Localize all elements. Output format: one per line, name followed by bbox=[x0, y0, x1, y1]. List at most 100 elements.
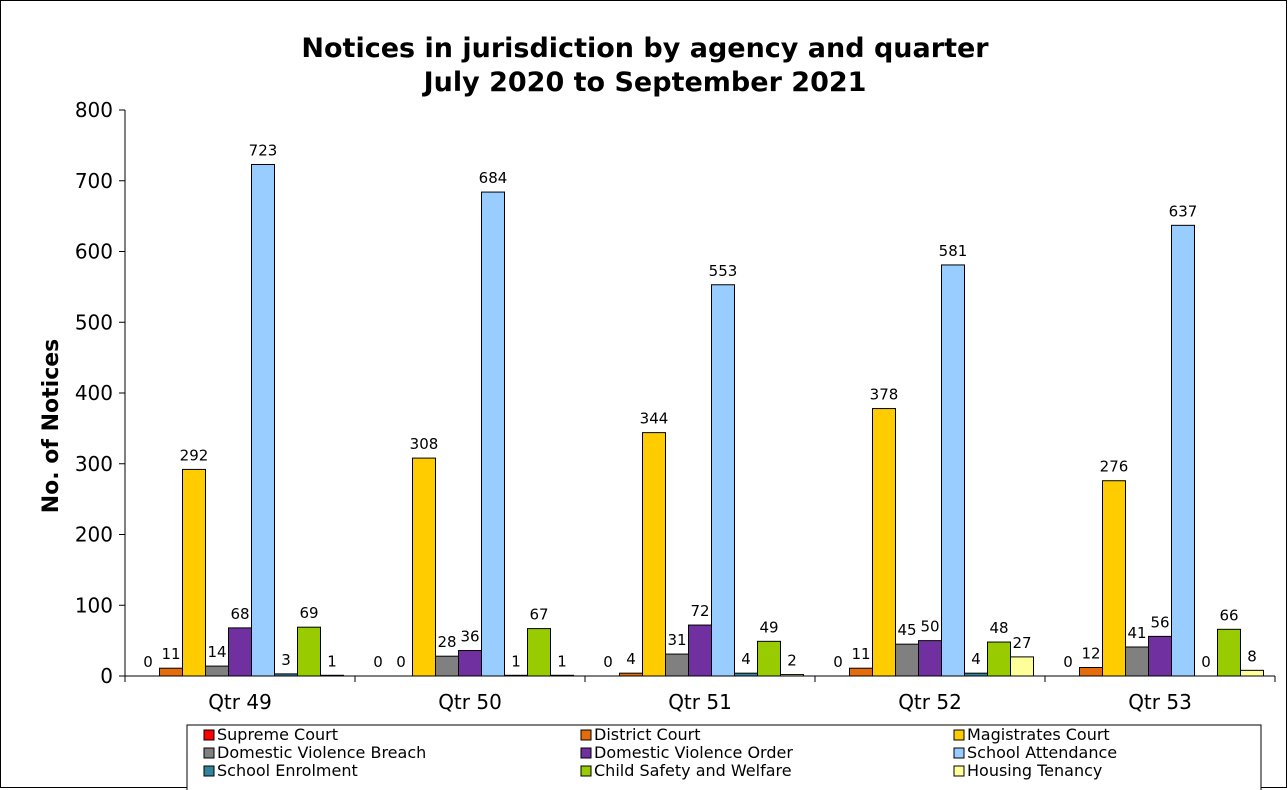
bar bbox=[941, 264, 965, 677]
legend-swatch bbox=[580, 729, 592, 741]
legend-label: Domestic Violence Breach bbox=[217, 743, 426, 762]
data-label: 14 bbox=[207, 643, 226, 661]
data-label: 0 bbox=[1201, 653, 1211, 671]
y-tick-label: 600 bbox=[75, 240, 113, 264]
legend: Supreme Court District Court Magistrates C… bbox=[186, 724, 1262, 790]
x-tick-label: Qtr 51 bbox=[668, 690, 732, 714]
data-label: 27 bbox=[1012, 634, 1031, 652]
data-label: 12 bbox=[1081, 645, 1100, 663]
chart-subtitle: July 2020 to September 2021 bbox=[422, 67, 867, 98]
data-label: 56 bbox=[1150, 613, 1169, 631]
bar bbox=[711, 284, 735, 677]
data-label: 1 bbox=[511, 652, 521, 670]
bar bbox=[550, 674, 574, 677]
legend-swatch bbox=[203, 765, 215, 777]
bar bbox=[320, 674, 344, 677]
bar bbox=[688, 624, 712, 677]
bar bbox=[872, 408, 896, 677]
bar bbox=[297, 626, 321, 677]
data-label: 4 bbox=[971, 650, 981, 668]
legend-swatch bbox=[203, 729, 215, 741]
bar bbox=[734, 672, 758, 677]
bar bbox=[1171, 224, 1195, 677]
bar bbox=[1217, 628, 1241, 677]
data-label: 50 bbox=[920, 618, 939, 636]
bar bbox=[1148, 635, 1172, 677]
data-label: 72 bbox=[690, 602, 709, 620]
data-label: 0 bbox=[833, 653, 843, 671]
data-label: 69 bbox=[299, 604, 318, 622]
data-label: 45 bbox=[897, 621, 916, 639]
bar bbox=[458, 650, 482, 677]
legend-swatch bbox=[953, 747, 965, 759]
data-label: 308 bbox=[410, 435, 439, 453]
data-label: 66 bbox=[1219, 606, 1238, 624]
data-label: 4 bbox=[741, 650, 751, 668]
data-label: 581 bbox=[939, 242, 968, 260]
legend-box bbox=[186, 724, 1262, 790]
x-tick-label: Qtr 53 bbox=[1128, 690, 1192, 714]
bar bbox=[918, 640, 942, 677]
data-label: 0 bbox=[373, 653, 383, 671]
bar bbox=[182, 468, 206, 677]
bar bbox=[849, 667, 873, 677]
data-label: 637 bbox=[1169, 202, 1198, 220]
data-label: 2 bbox=[787, 652, 797, 670]
data-label: 553 bbox=[709, 262, 738, 280]
data-label: 68 bbox=[230, 605, 249, 623]
bar bbox=[527, 628, 551, 677]
bar bbox=[757, 640, 781, 677]
data-label: 344 bbox=[640, 410, 669, 428]
legend-swatch bbox=[203, 747, 215, 759]
x-tick-label: Qtr 52 bbox=[898, 690, 962, 714]
y-axis-label: No. of Notices bbox=[39, 339, 64, 514]
data-label: 49 bbox=[759, 618, 778, 636]
data-label: 28 bbox=[437, 633, 456, 651]
data-label: 11 bbox=[851, 645, 870, 663]
data-label: 41 bbox=[1127, 624, 1146, 642]
bar bbox=[780, 674, 804, 677]
data-label: 1 bbox=[557, 652, 567, 670]
bar bbox=[987, 641, 1011, 677]
legend-label: Child Safety and Welfare bbox=[594, 761, 792, 780]
data-label: 4 bbox=[626, 650, 636, 668]
bar bbox=[964, 672, 988, 677]
bar bbox=[1102, 480, 1126, 677]
bar bbox=[274, 673, 298, 677]
legend-label: District Court bbox=[594, 725, 701, 744]
data-label: 292 bbox=[180, 446, 209, 464]
bar bbox=[642, 432, 666, 677]
bar bbox=[251, 163, 275, 677]
chart-title: Notices in jurisdiction by agency and qu… bbox=[301, 33, 989, 64]
bars bbox=[159, 163, 1264, 677]
legend-label: Supreme Court bbox=[217, 725, 338, 744]
data-label: 8 bbox=[1247, 647, 1257, 665]
bar bbox=[1010, 656, 1034, 677]
bar bbox=[1240, 669, 1264, 677]
legend-label: Housing Tenancy bbox=[967, 761, 1102, 780]
legend-swatch bbox=[953, 729, 965, 741]
legend-label: Magistrates Court bbox=[967, 725, 1110, 744]
legend-label: School Enrolment bbox=[217, 761, 358, 780]
legend-swatch bbox=[580, 747, 592, 759]
legend-swatch bbox=[580, 765, 592, 777]
bar bbox=[1079, 667, 1103, 677]
y-tick-label: 0 bbox=[100, 664, 113, 688]
bar bbox=[504, 674, 528, 677]
bar bbox=[412, 457, 436, 677]
legend-label: Domestic Violence Order bbox=[594, 743, 793, 762]
bar bbox=[665, 653, 689, 677]
legend-swatch bbox=[953, 765, 965, 777]
bar bbox=[228, 627, 252, 677]
data-label: 36 bbox=[460, 628, 479, 646]
data-label: 378 bbox=[870, 386, 899, 404]
y-tick-label: 500 bbox=[75, 310, 113, 334]
y-tick-label: 400 bbox=[75, 381, 113, 405]
data-label: 1 bbox=[327, 652, 337, 670]
data-label: 0 bbox=[396, 653, 406, 671]
y-tick-label: 100 bbox=[75, 593, 113, 617]
bar bbox=[895, 643, 919, 677]
y-tick-label: 700 bbox=[75, 169, 113, 193]
